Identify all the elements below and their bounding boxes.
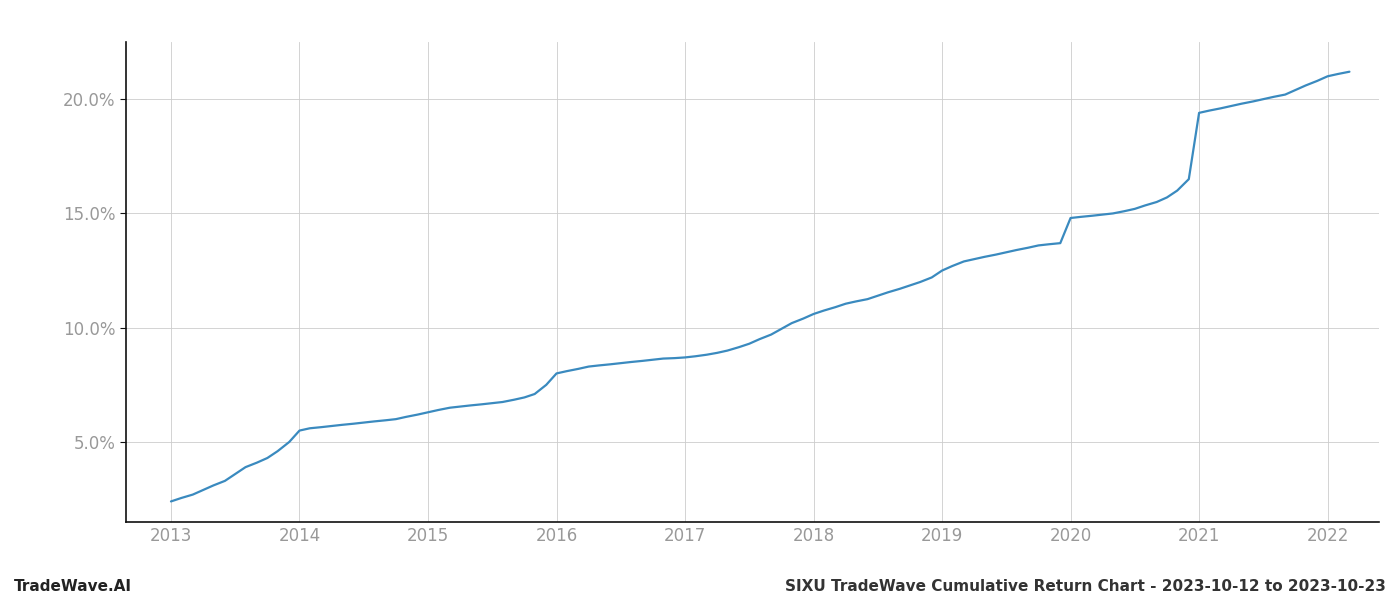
Text: TradeWave.AI: TradeWave.AI xyxy=(14,579,132,594)
Text: SIXU TradeWave Cumulative Return Chart - 2023-10-12 to 2023-10-23: SIXU TradeWave Cumulative Return Chart -… xyxy=(785,579,1386,594)
